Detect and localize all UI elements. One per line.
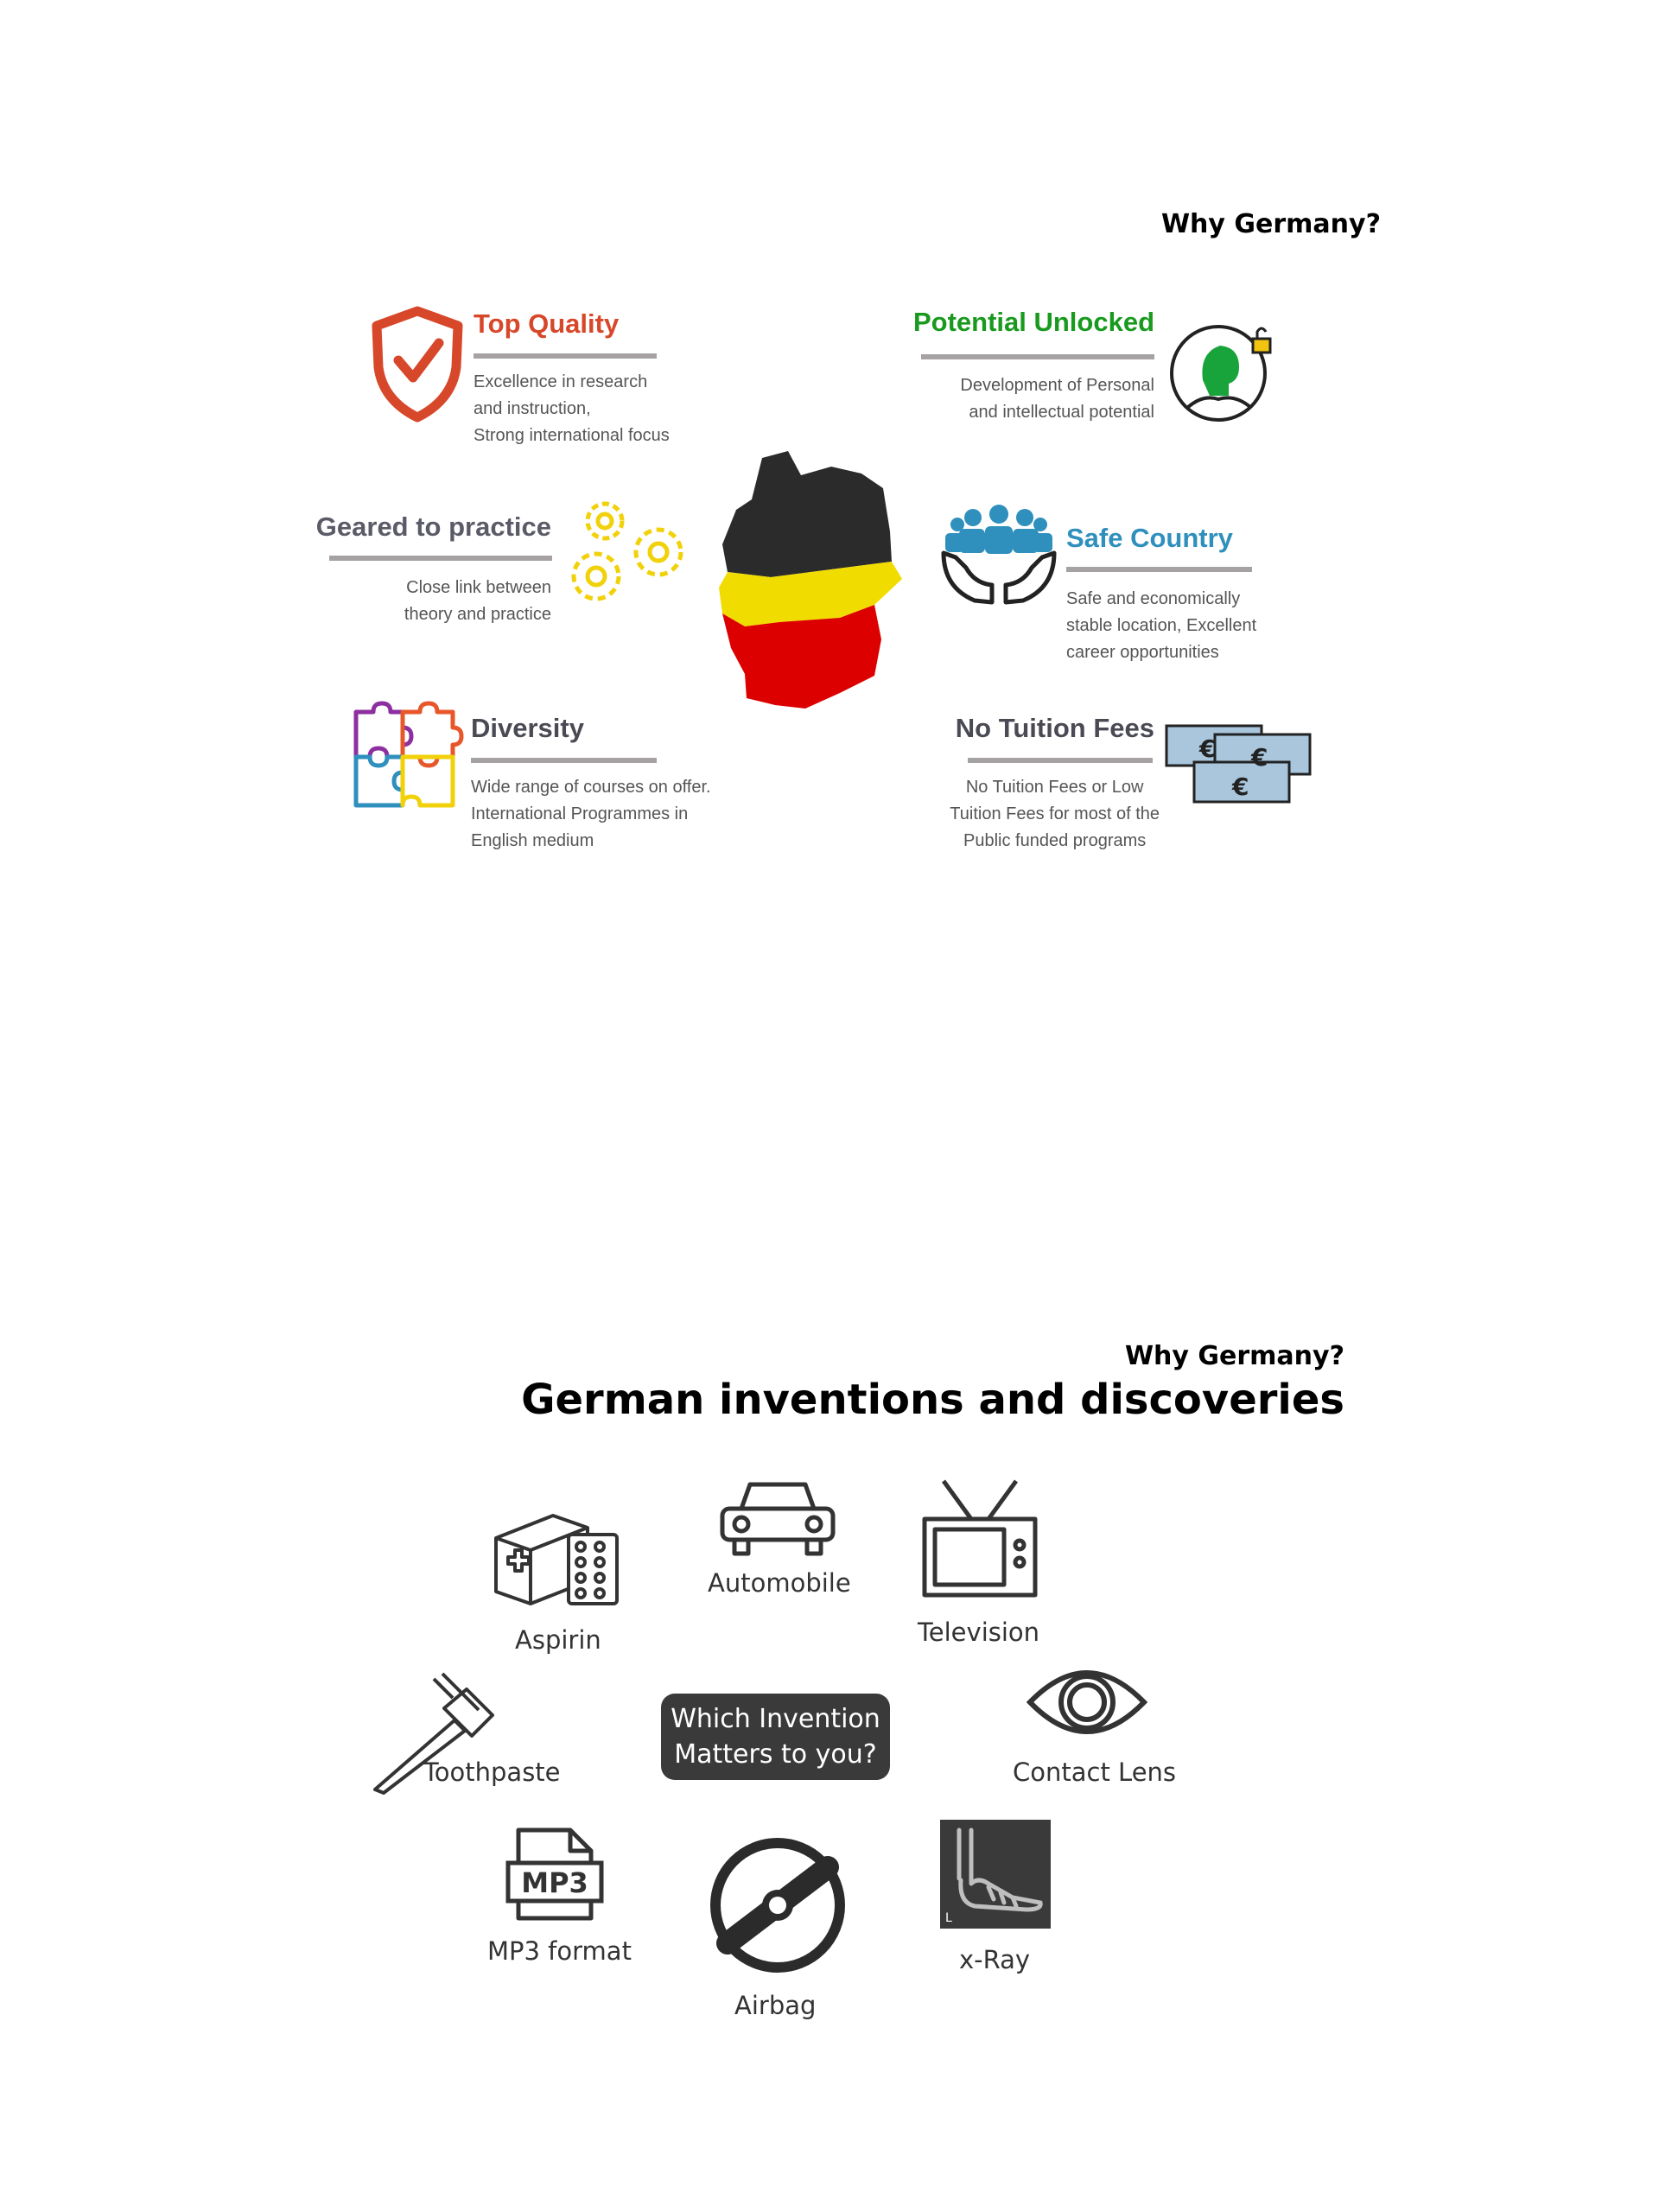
television-label: Television xyxy=(918,1618,1040,1647)
mp3-label: MP3 format xyxy=(487,1936,632,1966)
geared-divider xyxy=(329,556,552,561)
medicine-box-icon xyxy=(494,1514,619,1605)
svg-text:L: L xyxy=(945,1911,952,1925)
toothpaste-label: Toothpaste xyxy=(423,1758,561,1787)
page2-title: German inventions and discoveries xyxy=(521,1376,1344,1424)
safe-country-divider xyxy=(1066,567,1252,572)
top-quality-desc: Excellence in research and instruction, … xyxy=(474,372,670,445)
people-in-hands-icon xyxy=(941,505,1057,605)
svg-text:€: € xyxy=(1198,734,1216,763)
no-tuition-title: No Tuition Fees xyxy=(955,713,1154,743)
potential-unlocked-desc: Development of Personal and intellectual… xyxy=(960,376,1154,422)
potential-unlocked-divider xyxy=(921,354,1154,359)
diversity-desc: Wide range of courses on offer. Internat… xyxy=(471,778,711,850)
germany-map-icon xyxy=(719,451,902,709)
svg-text:€: € xyxy=(1231,772,1249,801)
page2-header: Why Germany? xyxy=(1124,1341,1344,1371)
xray-icon: L xyxy=(940,1820,1051,1929)
diversity-title: Diversity xyxy=(471,713,584,743)
euro-banknotes-icon: € €€ xyxy=(1165,724,1312,804)
page1-header: Why Germany? xyxy=(1160,209,1381,239)
no-tuition-divider xyxy=(968,758,1153,763)
tv-icon xyxy=(922,1479,1038,1598)
airbag-icon xyxy=(710,1838,845,1973)
svg-text:€: € xyxy=(1250,743,1268,772)
mp3-file-icon: MP3 xyxy=(505,1827,604,1921)
puzzle-icon xyxy=(353,701,464,808)
safe-country-desc: Safe and economically stable location, E… xyxy=(1066,589,1257,662)
airbag-label: Airbag xyxy=(734,1991,817,2020)
shield-check-icon xyxy=(372,306,463,423)
geared-title: Geared to practice xyxy=(315,512,551,542)
gears-icon xyxy=(571,501,683,601)
invention-question-bubble: Which Invention Matters to you? xyxy=(661,1694,890,1780)
toothbrush-icon xyxy=(373,1672,494,1795)
person-unlocked-icon xyxy=(1170,325,1272,422)
car-icon xyxy=(720,1482,836,1556)
svg-text:MP3: MP3 xyxy=(521,1866,588,1899)
top-quality-title: Top Quality xyxy=(474,308,620,339)
automobile-label: Automobile xyxy=(708,1568,851,1598)
eye-icon xyxy=(1026,1670,1148,1734)
geared-desc: Close link between theory and practice xyxy=(404,578,551,624)
diversity-divider xyxy=(471,758,657,763)
no-tuition-desc: No Tuition Fees or Low Tuition Fees for … xyxy=(950,778,1160,850)
potential-unlocked-title: Potential Unlocked xyxy=(912,307,1154,337)
xray-label: x-Ray xyxy=(959,1945,1031,1974)
safe-country-title: Safe Country xyxy=(1066,523,1233,553)
top-quality-divider xyxy=(474,353,657,359)
contact-lens-label: Contact Lens xyxy=(1013,1758,1177,1787)
aspirin-label: Aspirin xyxy=(515,1625,601,1655)
